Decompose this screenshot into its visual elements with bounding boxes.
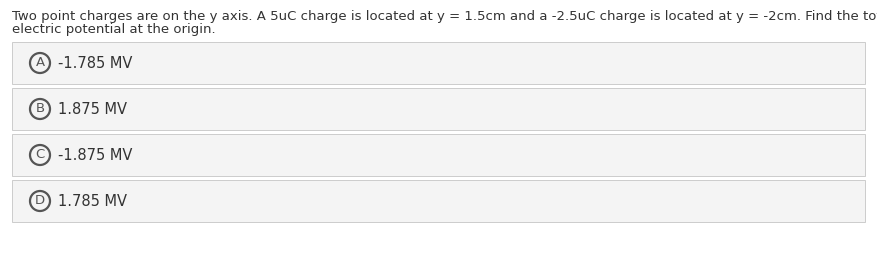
Text: D: D <box>35 194 45 207</box>
Text: 1.785 MV: 1.785 MV <box>58 193 127 209</box>
FancyBboxPatch shape <box>12 88 865 130</box>
Text: -1.875 MV: -1.875 MV <box>58 147 132 162</box>
Text: -1.785 MV: -1.785 MV <box>58 55 132 70</box>
Text: 1.875 MV: 1.875 MV <box>58 101 127 116</box>
FancyBboxPatch shape <box>12 134 865 176</box>
FancyBboxPatch shape <box>12 42 865 84</box>
Text: C: C <box>35 148 45 161</box>
Text: A: A <box>35 56 45 69</box>
Text: Two point charges are on the y axis. A 5uC charge is located at y = 1.5cm and a : Two point charges are on the y axis. A 5… <box>12 10 877 23</box>
Text: electric potential at the origin.: electric potential at the origin. <box>12 23 216 36</box>
Text: B: B <box>35 102 45 115</box>
FancyBboxPatch shape <box>12 180 865 222</box>
